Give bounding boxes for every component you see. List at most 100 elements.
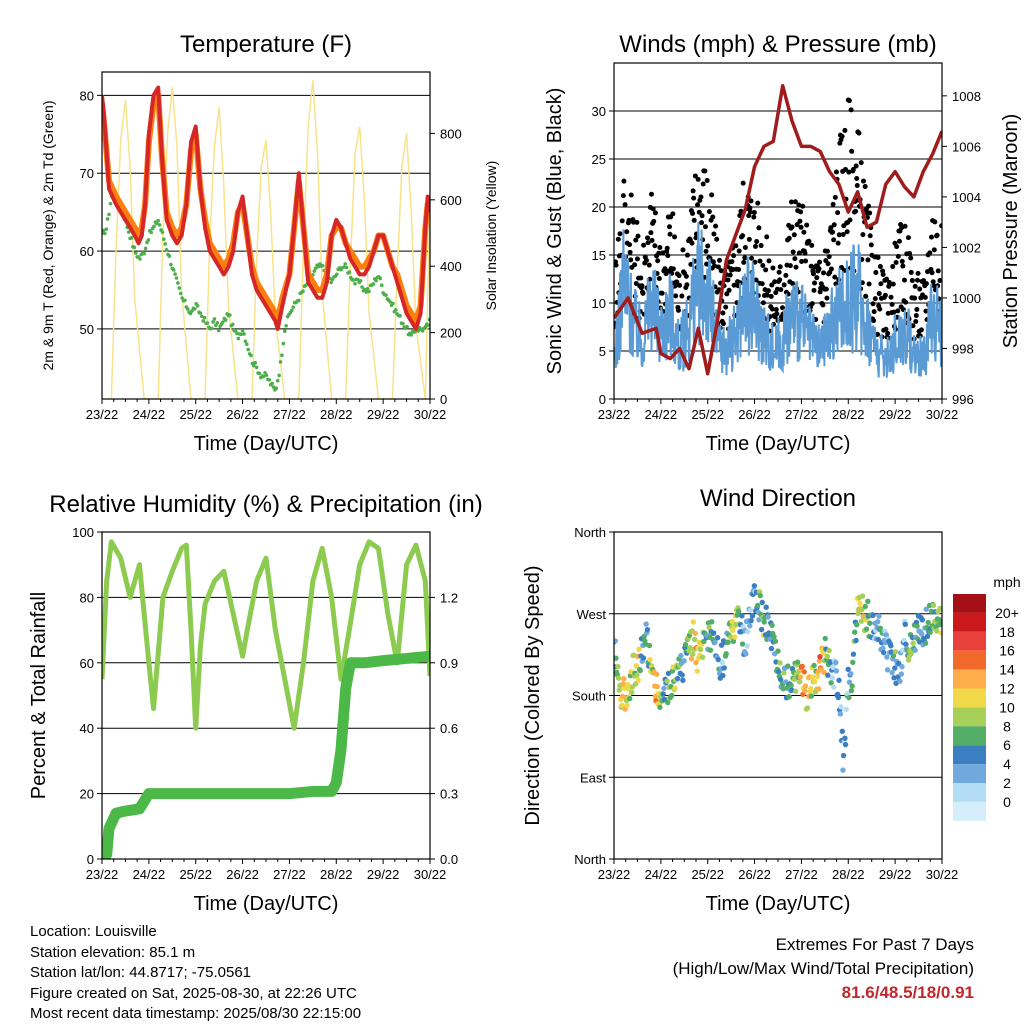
point-gust: [847, 217, 853, 223]
x-tick-label: 23/22: [86, 407, 119, 422]
point-wind-direction: [850, 659, 856, 666]
y-tick-label: 10: [592, 296, 606, 311]
point-wind-direction: [614, 655, 619, 661]
point-wind-direction: [825, 672, 831, 678]
point-wind-direction: [692, 630, 699, 636]
point-wind-direction: [749, 613, 756, 619]
point-gust: [931, 247, 937, 253]
point-dewpoint: [160, 230, 165, 234]
point-gust: [917, 286, 923, 292]
point-dewpoint: [378, 276, 383, 281]
y-axis-label: Sonic Wind & Gust (Blue, Black): [544, 88, 566, 375]
y2-tick-label: 0.0: [440, 852, 458, 867]
point-dewpoint: [313, 266, 318, 271]
point-gust: [754, 239, 760, 245]
point-gust: [639, 283, 645, 289]
point-wind-direction: [884, 654, 890, 660]
extremes-title: Extremes For Past 7 Days: [775, 935, 974, 954]
point-wind-direction: [653, 671, 660, 677]
point-wind-direction: [690, 619, 697, 625]
point-wind-direction: [870, 612, 876, 618]
point-gust: [895, 253, 901, 259]
point-gust: [883, 326, 889, 332]
point-gust: [717, 257, 723, 263]
point-gust: [893, 259, 899, 265]
point-gust: [809, 242, 815, 248]
point-wind-direction: [815, 686, 822, 692]
point-wind-direction: [833, 659, 839, 666]
point-gust: [742, 245, 748, 251]
point-gust: [802, 250, 808, 256]
point-gust: [690, 210, 696, 216]
point-gust: [628, 192, 634, 198]
x-tick-label: 28/22: [832, 407, 865, 422]
point-gust: [937, 278, 942, 284]
point-wind-direction: [751, 583, 758, 589]
y-tick-label: 80: [80, 88, 94, 103]
point-wind-direction: [852, 629, 858, 635]
point-wind-direction: [880, 645, 886, 651]
point-wind-direction: [661, 685, 667, 692]
legend-swatch: [953, 726, 986, 746]
point-gust: [814, 275, 820, 281]
point-wind-direction: [831, 684, 837, 690]
x-tick-label: 25/22: [691, 867, 724, 882]
panel-title: Wind Direction: [700, 485, 856, 512]
point-gust: [842, 127, 848, 133]
x-tick-label: 23/22: [598, 407, 631, 422]
legend-swatch: [953, 688, 986, 708]
point-gust: [820, 302, 826, 308]
y2-tick-label: 600: [440, 193, 462, 208]
point-gust: [691, 217, 697, 223]
point-gust: [858, 160, 864, 166]
y-tick-label: 30: [592, 104, 606, 119]
point-wind-direction: [880, 649, 887, 656]
point-wind-direction: [922, 640, 929, 646]
point-dewpoint: [157, 223, 162, 227]
point-gust: [742, 255, 748, 261]
point-dewpoint: [221, 320, 225, 324]
point-dewpoint: [200, 314, 204, 319]
point-wind-direction: [839, 728, 845, 735]
point-dewpoint: [384, 293, 388, 297]
point-wind-direction: [615, 675, 622, 681]
point-dewpoint: [254, 365, 259, 370]
point-gust: [635, 233, 641, 239]
x-tick-label: 25/22: [179, 407, 212, 422]
point-wind-direction: [729, 618, 735, 625]
point-wind-direction: [817, 654, 823, 660]
point-gust: [720, 310, 726, 316]
y2-tick-label: 1008: [952, 89, 981, 104]
point-dewpoint: [398, 314, 402, 318]
point-gust: [912, 283, 918, 289]
point-gust: [702, 224, 708, 230]
point-gust: [839, 133, 845, 139]
point-wind-direction: [840, 767, 846, 773]
point-dewpoint: [212, 317, 217, 321]
point-gust: [736, 267, 742, 273]
plot-frame: [101, 531, 431, 860]
point-dewpoint: [243, 339, 248, 344]
point-gust: [823, 286, 829, 292]
point-gust: [870, 301, 876, 307]
point-wind-direction: [788, 682, 794, 688]
point-gust: [811, 287, 817, 293]
point-gust: [634, 256, 640, 262]
point-gust: [797, 209, 803, 215]
point-gust: [615, 236, 621, 242]
point-gust: [922, 294, 928, 300]
point-dewpoint: [379, 283, 384, 288]
point-wind-direction: [732, 634, 738, 640]
point-wind-direction: [875, 618, 881, 625]
y-tick-label: 70: [80, 166, 94, 181]
point-gust: [683, 273, 689, 279]
point-wind-direction: [938, 630, 942, 636]
point-gust: [787, 263, 793, 269]
point-wind-direction: [846, 694, 852, 701]
point-gust: [643, 257, 649, 263]
point-gust: [662, 266, 668, 272]
point-wind-direction: [714, 634, 721, 641]
point-gust: [727, 272, 733, 278]
point-wind-direction: [883, 632, 889, 638]
point-gust: [698, 194, 704, 200]
